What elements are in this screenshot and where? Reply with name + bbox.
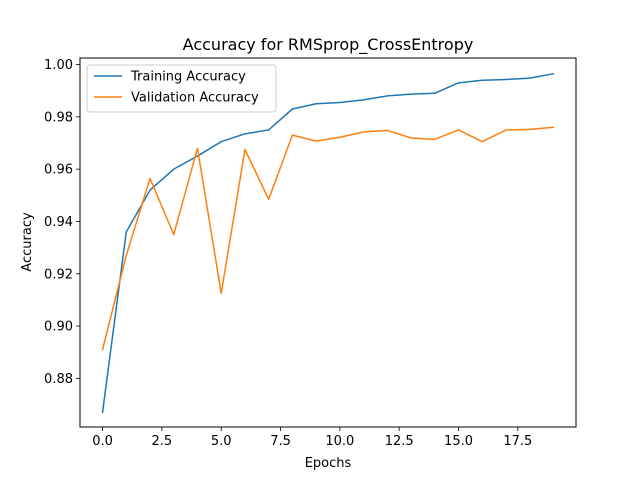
y-tick-label: 0.92 [44, 267, 73, 282]
x-axis-label: Epochs [305, 456, 352, 471]
x-tick-label: 2.5 [152, 434, 173, 449]
y-tick-label: 0.98 [44, 110, 73, 125]
y-tick-label: 1.00 [44, 58, 73, 73]
y-tick-label: 0.96 [44, 163, 73, 178]
chart-title: Accuracy for RMSprop_CrossEntropy [183, 35, 474, 55]
y-axis-label: Accuracy [20, 212, 35, 272]
y-tick-label: 0.90 [44, 320, 73, 335]
x-axis: 0.0 2.5 5.0 7.5 10.0 12.5 15.0 17.5 [92, 427, 532, 449]
series-line-0 [101, 72, 555, 414]
x-tick-label: 15.0 [444, 434, 473, 449]
legend-label-0: Training Accuracy [130, 70, 246, 85]
legend: Training Accuracy Validation Accuracy [86, 64, 277, 113]
y-tick-label: 0.94 [44, 215, 73, 230]
x-tick-label: 17.5 [503, 434, 532, 449]
series-line-1 [101, 126, 555, 351]
x-tick-label: 5.0 [211, 434, 232, 449]
y-axis: 0.88 0.90 0.92 0.94 0.96 0.98 1.00 [44, 58, 80, 387]
plot-area [101, 72, 555, 414]
legend-box [86, 64, 277, 113]
plot-frame [79, 57, 577, 428]
legend-label-1: Validation Accuracy [131, 91, 259, 106]
x-tick-label: 7.5 [270, 434, 291, 449]
x-tick-label: 12.5 [385, 434, 414, 449]
x-tick-label: 0.0 [92, 434, 113, 449]
y-tick-label: 0.88 [44, 372, 73, 387]
x-tick-label: 10.0 [325, 434, 354, 449]
